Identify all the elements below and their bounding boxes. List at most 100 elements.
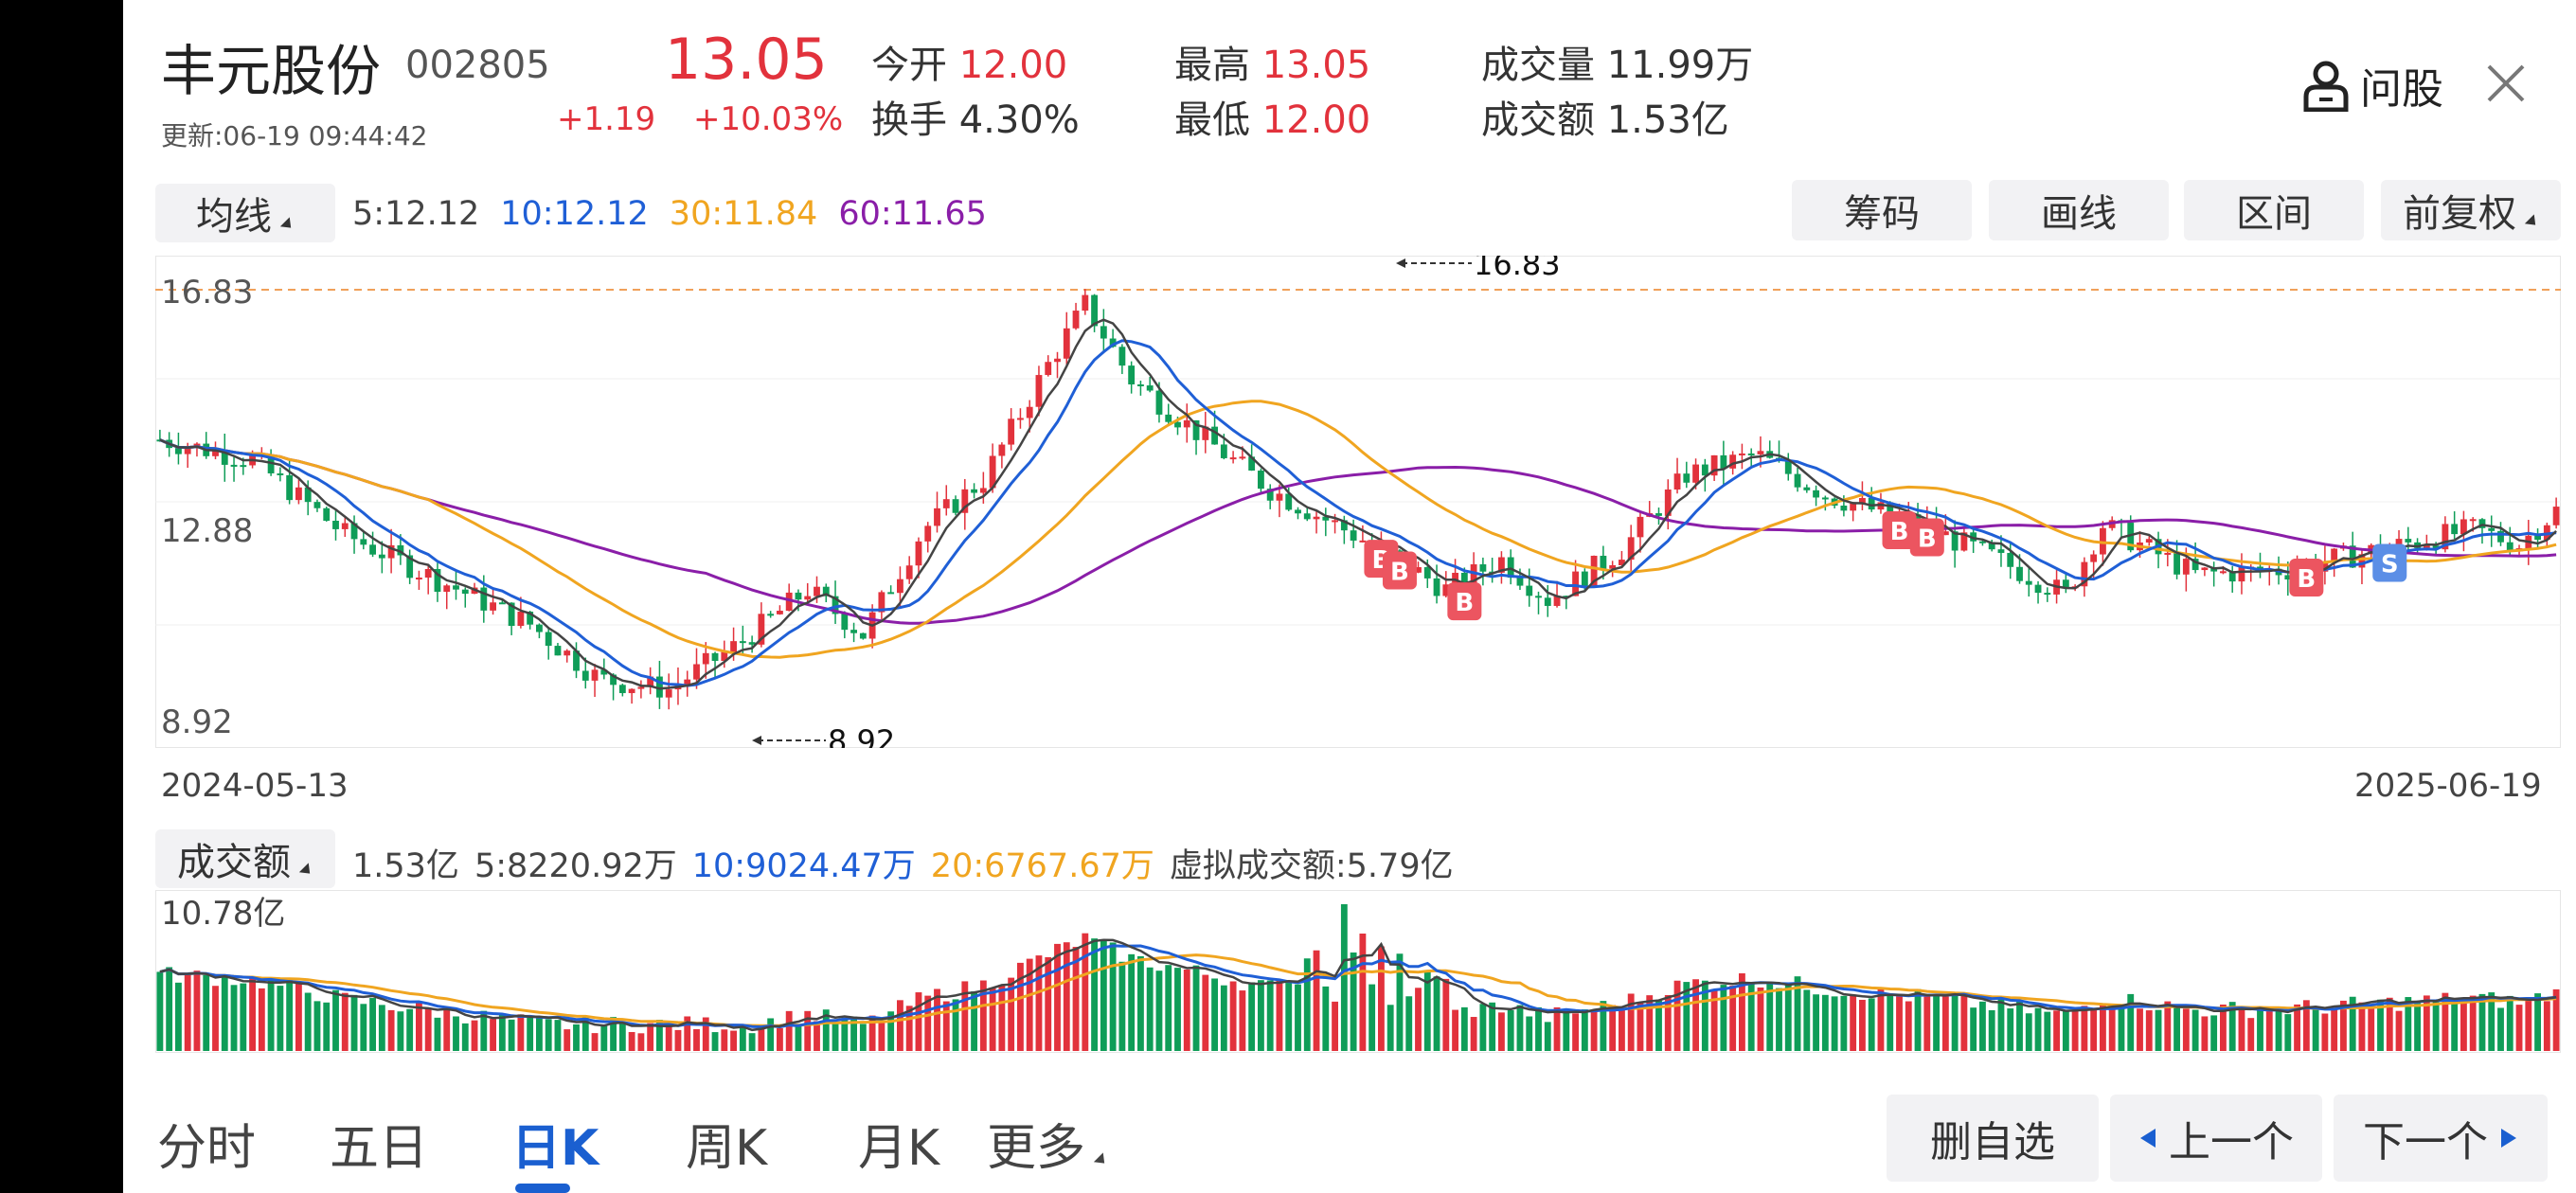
candle-body: [1229, 457, 1237, 460]
candle-body: [767, 614, 775, 616]
candle-body: [2405, 539, 2412, 543]
remove-watchlist-button[interactable]: 删自选: [1887, 1095, 2099, 1182]
range-button[interactable]: 区间: [2184, 180, 2364, 240]
axis-mid-label: 12.88: [161, 512, 253, 550]
stat-turnover: 换手 4.30%: [871, 98, 1080, 142]
candle-body: [814, 586, 820, 596]
tab-weekly-k[interactable]: 周K: [686, 1120, 768, 1177]
volume-bar: [490, 1019, 496, 1051]
volume-bar: [795, 1024, 802, 1051]
volume-bar: [1285, 983, 1293, 1051]
draw-line-button[interactable]: 画线: [1989, 180, 2169, 240]
volume-bar: [2302, 1000, 2310, 1051]
volume-bar: [1183, 970, 1190, 1051]
candle-body: [295, 487, 302, 501]
tab-intraday[interactable]: 分时: [157, 1120, 257, 1177]
candle-body: [1516, 578, 1524, 586]
volume-bar: [1914, 988, 1922, 1051]
volume-bar: [739, 1024, 746, 1051]
volume-bar: [2395, 1010, 2403, 1051]
candle-body: [1590, 555, 1598, 587]
candle-body: [739, 641, 746, 644]
previous-label: 上一个: [2169, 1118, 2294, 1166]
candle-body: [804, 596, 812, 600]
candle-body: [1498, 557, 1505, 573]
volume-bar: [1655, 1000, 1662, 1051]
volume-bar: [1572, 1013, 1579, 1051]
tab-daily-k[interactable]: 日K: [511, 1120, 599, 1177]
volume-bar: [1747, 982, 1755, 1051]
candle-body: [1295, 509, 1301, 514]
tab-five-day[interactable]: 五日: [330, 1120, 429, 1177]
volume-bar: [998, 985, 1006, 1051]
volume-bar: [758, 1026, 765, 1051]
volume-bar: [1072, 947, 1080, 1051]
volume-bar: [868, 1015, 876, 1051]
volume-bar: [434, 1017, 441, 1051]
tab-monthly-k[interactable]: 月K: [858, 1120, 940, 1177]
volume-bar: [1941, 996, 1949, 1051]
volume-bar: [887, 1011, 895, 1051]
candle-body: [637, 686, 645, 689]
volume-bar: [397, 1011, 404, 1051]
candle-body: [1220, 444, 1227, 458]
close-icon[interactable]: [2485, 62, 2527, 104]
next-button[interactable]: 下一个: [2334, 1095, 2548, 1182]
candle-body: [1600, 555, 1607, 569]
candle-body: [1460, 572, 1468, 587]
adjust-button[interactable]: 前复权: [2381, 180, 2561, 240]
volume-bar: [304, 992, 312, 1051]
volume-bar: [1553, 1006, 1561, 1051]
candle-body: [1192, 419, 1200, 440]
volume-bar: [1600, 1001, 1607, 1051]
amount-ma20: 20:6767.67万: [930, 847, 1154, 885]
ma-selector[interactable]: 均线: [155, 184, 335, 242]
volume-axis-high: 10.78亿: [161, 895, 285, 933]
volume-bar: [2044, 1011, 2051, 1051]
candle-body: [1266, 489, 1274, 501]
volume-bar: [1489, 1002, 1496, 1051]
candle-body: [240, 465, 247, 468]
date-end: 2025-06-19: [2354, 767, 2542, 805]
volume-bar: [684, 1016, 691, 1051]
volume-bar: [175, 982, 182, 1051]
kline-chart[interactable]: B BBB BBS 16.83 12.88 8.92 16.83 8.92: [155, 256, 2561, 748]
tab-more-label: 更多: [987, 1120, 1086, 1177]
candle-body: [2358, 554, 2366, 568]
volume-bar: [952, 999, 959, 1051]
volume-bar: [203, 975, 210, 1051]
volume-chart[interactable]: 10.78亿: [155, 890, 2561, 1053]
volume-selector[interactable]: 成交额: [155, 829, 335, 888]
volume-bar: [1673, 980, 1681, 1051]
previous-button[interactable]: 上一个: [2110, 1095, 2322, 1182]
volume-bar: [156, 971, 164, 1051]
volume-bar: [637, 1033, 645, 1051]
candle-body: [175, 448, 182, 454]
candle-body: [2062, 579, 2069, 588]
volume-bar: [2182, 1008, 2190, 1051]
candle-body: [378, 554, 385, 559]
volume-bar: [2414, 1003, 2421, 1051]
candle-body: [1063, 328, 1070, 359]
candle-body: [2451, 524, 2459, 535]
ask-stock-button[interactable]: 问股: [2301, 55, 2443, 116]
volume-bar: [2220, 1004, 2227, 1051]
signal-label: S: [2381, 551, 2399, 579]
signal-badge: [2372, 543, 2407, 582]
volume-bar: [545, 1019, 552, 1051]
tab-more[interactable]: 更多: [987, 1108, 1110, 1179]
candle-body: [822, 586, 830, 596]
caret-icon: [298, 862, 315, 879]
candle-body: [591, 669, 599, 681]
volume-bar: [2321, 1013, 2329, 1051]
candle-body: [184, 447, 191, 454]
candle-body: [1979, 541, 1986, 543]
candle-body: [1155, 390, 1163, 415]
candle-body: [2469, 519, 2477, 522]
volume-bar: [1378, 946, 1385, 1051]
volume-bar: [1155, 970, 1163, 1051]
chips-button[interactable]: 筹码: [1792, 180, 1972, 240]
candle-body: [1479, 564, 1487, 572]
volume-bar: [1581, 1009, 1588, 1051]
candle-body: [2284, 575, 2292, 580]
